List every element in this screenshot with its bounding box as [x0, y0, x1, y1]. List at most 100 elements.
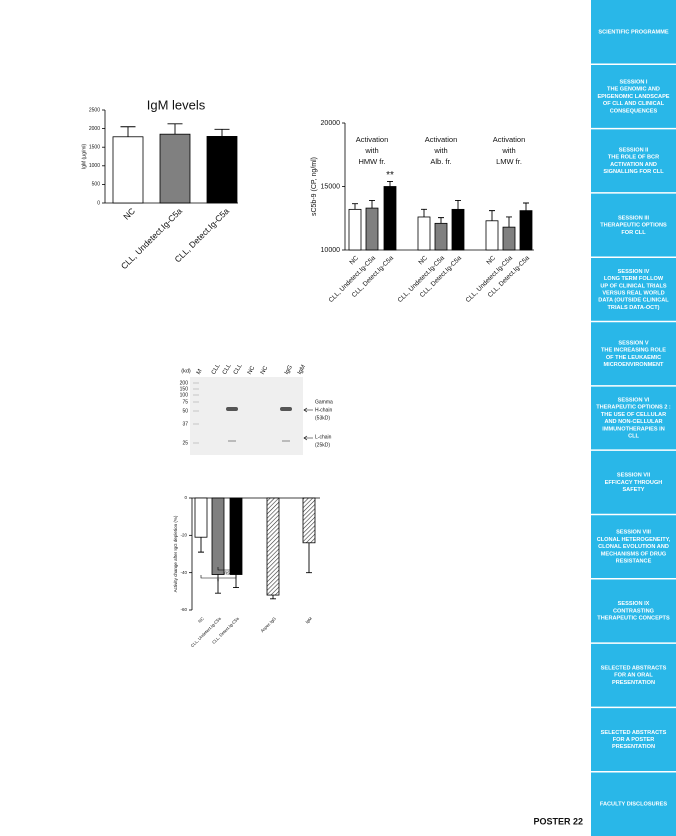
sidebar-item[interactable]: AND NON-CELLULAR — [604, 419, 662, 425]
sidebar-item[interactable]: SELECTED ABSTRACTS — [601, 730, 667, 736]
y-tick-label: 2500 — [89, 107, 100, 113]
lane-label: M — [196, 368, 204, 375]
y-tick-label: 0 — [97, 200, 100, 206]
sidebar-item[interactable]: SESSION III — [618, 215, 650, 221]
y-axis-title: IgM (µg/ml) — [81, 143, 87, 169]
sidebar-item[interactable]: CONSEQUENCES — [610, 108, 658, 114]
sidebar-item[interactable]: THE USE OF CELLULAR — [601, 412, 666, 418]
arrow — [303, 407, 313, 413]
group-label: HMW fr. — [358, 157, 385, 166]
lane-label: IgM — [297, 364, 307, 376]
marker-label: 37 — [182, 421, 188, 427]
y-axis-title: sC5b-9 (CP, ng/ml) — [311, 157, 318, 216]
y-tick-label: 10000 — [321, 247, 341, 254]
sidebar-item[interactable]: CONTRASTING — [613, 608, 654, 614]
error-bar — [387, 180, 393, 187]
sidebar-item[interactable]: SCIENTIFIC PROGRAMME — [598, 30, 669, 36]
marker-label: 200 — [180, 380, 189, 386]
sidebar-item[interactable]: PRESENTATION — [612, 744, 655, 750]
sidebar-item[interactable]: THE GENOMIC AND — [607, 87, 660, 93]
group-label: with — [364, 146, 378, 155]
bar — [211, 497, 225, 575]
sidebar-item[interactable]: FOR CLL — [621, 230, 646, 236]
sidebar-item[interactable]: VERSUS REAL WORLD — [602, 290, 664, 296]
y-tick-label: 1000 — [89, 163, 100, 169]
band-annotation: Gamma — [315, 399, 333, 405]
sidebar-item[interactable]: OF THE LEUKAEMIC — [606, 355, 661, 361]
lane-label: CLL — [211, 363, 222, 376]
sidebar-item[interactable]: TRIALS DATA-OCT) — [608, 305, 660, 311]
group-label: LMW fr. — [496, 157, 522, 166]
x-tick-label: NC — [197, 616, 205, 624]
y-axis-title: Activity change after IgG depletion (%) — [173, 515, 178, 592]
y-tick-label: -20 — [180, 533, 187, 538]
error-bar — [214, 128, 230, 137]
sidebar-item[interactable]: OF CLL AND CLINICAL — [603, 101, 665, 107]
band — [280, 407, 292, 411]
sidebar-item[interactable]: SESSION VI — [618, 397, 650, 403]
sidebar-item[interactable]: EFFICACY THROUGH — [605, 480, 663, 486]
x-tick-label: NC — [485, 254, 497, 266]
sidebar-item[interactable]: SESSION IX — [618, 601, 650, 607]
lane-label: NC — [260, 365, 270, 376]
error-bar — [455, 200, 461, 210]
sidebar-item[interactable]: ACTIVATION AND — [610, 162, 657, 168]
error-bar — [489, 210, 495, 221]
sidebar-item[interactable]: MECHANISMS OF DRUG — [601, 551, 667, 557]
sidebar-item[interactable]: FOR AN ORAL — [614, 673, 653, 679]
sidebar-item[interactable]: THERAPEUTIC CONCEPTS — [597, 616, 670, 622]
annotation: ns — [224, 570, 230, 576]
sidebar-item[interactable]: SESSION V — [618, 340, 648, 346]
sidebar-item[interactable]: EPIGENOMIC LANDSCAPE — [597, 94, 669, 100]
x-tick-label: NC — [417, 254, 429, 266]
sidebar-item[interactable]: UP OF CLINICAL TRIALS — [600, 283, 667, 289]
sidebar-item[interactable]: CLONAL HETEROGENEITY, — [597, 537, 671, 543]
group-label: Activation — [425, 135, 458, 144]
sidebar-item[interactable]: THERAPEUTIC OPTIONS — [600, 223, 667, 229]
sidebar-item[interactable]: SESSION IV — [618, 269, 650, 275]
error-bar — [270, 595, 276, 600]
error-bar — [120, 126, 136, 137]
sidebar-item[interactable]: SESSION VIII — [616, 530, 651, 536]
bar — [206, 136, 238, 204]
bar — [302, 497, 316, 544]
group-label: Activation — [493, 135, 526, 144]
sidebar-item[interactable]: MICROENVIRONMENT — [604, 362, 665, 368]
sidebar-item[interactable]: CLONAL EVOLUTION AND — [598, 544, 669, 550]
sidebar-item[interactable]: SAFETY — [622, 487, 644, 493]
bar — [519, 210, 533, 251]
sidebar-item[interactable]: FACULTY DISCLOSURES — [600, 801, 668, 807]
bar — [229, 497, 243, 575]
sidebar-item[interactable]: SIGNALLING FOR CLL — [603, 169, 664, 175]
lane-label: IgG — [284, 364, 294, 376]
bar — [434, 222, 448, 251]
sidebar-item[interactable]: LONG TERM FOLLOW — [604, 276, 664, 282]
bar — [485, 220, 499, 251]
sidebar-item[interactable]: SESSION II — [619, 147, 649, 153]
blot-units: (kd) — [181, 368, 191, 374]
sidebar-item[interactable]: THE ROLE OF BCR — [608, 155, 659, 161]
bracket — [200, 575, 237, 579]
sidebar-item[interactable]: FOR A POSTER — [613, 737, 655, 743]
sidebar-item[interactable]: SESSION VII — [617, 473, 651, 479]
sidebar-item[interactable]: SELECTED ABSTRACTS — [601, 666, 667, 672]
sidebar-item[interactable]: DATA (OUTSIDE CLINICAL — [598, 298, 669, 304]
band-annotation: (53kD) — [315, 415, 330, 421]
blot-image — [190, 377, 303, 455]
y-tick-label: 2000 — [89, 126, 100, 132]
sidebar-item[interactable]: THE INCREASING ROLE — [601, 348, 666, 354]
bar — [159, 133, 191, 204]
sidebar-item[interactable]: PRESENTATION — [612, 680, 655, 686]
sidebar-item[interactable]: RESISTANCE — [616, 558, 652, 564]
arrow — [303, 435, 313, 441]
sidebar-item[interactable]: SESSION I — [620, 80, 648, 86]
sidebar-item[interactable]: IMMUNOTHERAPIES IN — [602, 426, 664, 432]
sidebar-item[interactable]: THERAPEUTIC OPTIONS 2 : — [596, 405, 671, 411]
lane-label: NC — [247, 365, 257, 376]
band — [228, 440, 236, 442]
sidebar-item[interactable]: CLL — [628, 433, 639, 439]
error-bar — [438, 217, 444, 224]
